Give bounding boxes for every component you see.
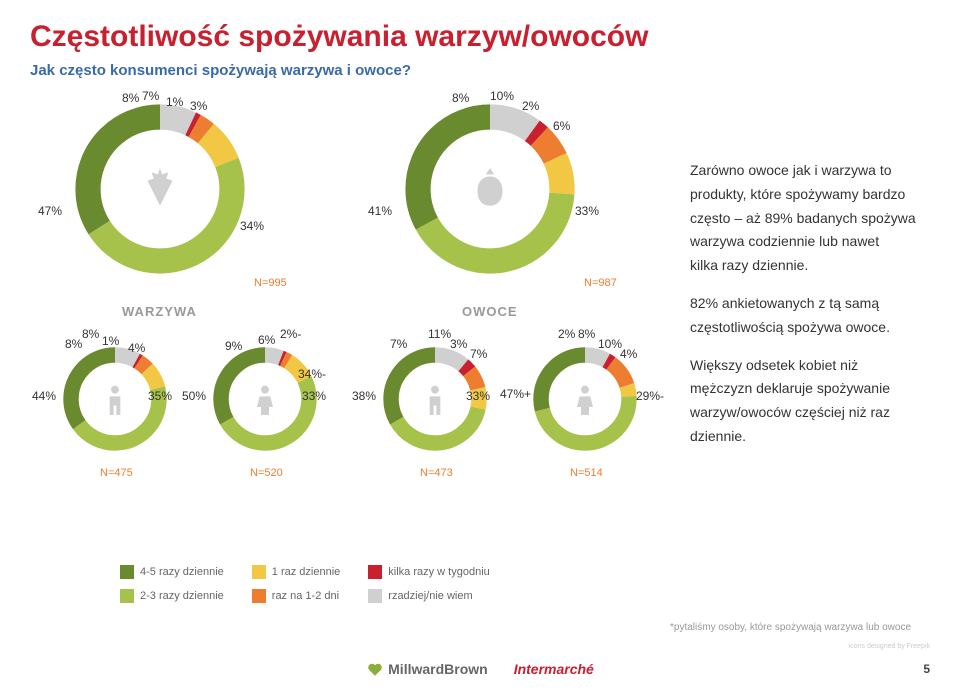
text: częstotliwością spożywa owoce. [690, 319, 890, 335]
legend-label: raz na 1-2 dni [272, 590, 339, 602]
callout: 7% [470, 347, 487, 361]
n-label: N=473 [420, 467, 453, 479]
legend-label: kilka razy w tygodniu [388, 566, 490, 578]
callout: 50% [182, 389, 206, 403]
callout: 9% [225, 339, 242, 353]
n-label: N=987 [584, 277, 617, 289]
callout: 2%- [280, 327, 301, 341]
female-icon [249, 383, 281, 415]
n-label: N=520 [250, 467, 283, 479]
callout: 1% [166, 95, 183, 109]
callout: 8% [122, 91, 139, 105]
section-label-warzywa: WARZYWA [122, 304, 197, 319]
female-icon [569, 383, 601, 415]
callout: 11% [428, 327, 451, 341]
callout: 7% [142, 89, 159, 103]
callout: 6% [258, 333, 275, 347]
callout: 3% [190, 99, 207, 113]
callout: 41% [368, 204, 392, 218]
callout: 34%- [298, 367, 326, 381]
carrot-icon [135, 164, 185, 214]
logos: MillwardBrown Intermarché [0, 660, 960, 678]
page-subtitle: Jak często konsumenci spożywają warzywa … [30, 62, 930, 79]
text: mężczyzn deklaruje spożywanie [690, 380, 890, 396]
page-title: Częstotliwość spożywania warzyw/owoców [30, 20, 930, 54]
text: warzywa codziennie lub nawet [690, 233, 879, 249]
callout: 38% [352, 389, 376, 403]
legend-swatch [252, 565, 266, 579]
male-icon [99, 383, 131, 415]
callout: 4% [620, 347, 637, 361]
callout: 8% [82, 327, 99, 341]
callout: 47% [38, 204, 62, 218]
callout: 33% [575, 204, 599, 218]
text: warzyw/owoców częściej niż raz [690, 404, 890, 420]
charts-area: 47% 34% 7% 1% 3% 8% WARZYWA N=995 41% 33… [30, 89, 670, 549]
callout: 2% [558, 327, 575, 341]
callout: 2% [522, 99, 539, 113]
callout: 44% [32, 389, 56, 403]
legend-label: rzadziej/nie wiem [388, 590, 472, 602]
callout: 34% [240, 219, 264, 233]
text: dziennie. [690, 428, 746, 444]
callout: 7% [390, 337, 407, 351]
heart-icon [366, 660, 384, 678]
legend-swatch [120, 589, 134, 603]
legend: 4-5 razy dziennie 2-3 razy dziennie 1 ra… [30, 565, 930, 603]
credit: Icons designed by Freepik [848, 643, 930, 650]
callout: 29%- [636, 389, 664, 403]
callout: 33% [466, 389, 490, 403]
logo-text: MillwardBrown [388, 661, 488, 677]
callout: 3% [450, 337, 467, 351]
callout: 35% [148, 389, 172, 403]
legend-label: 4-5 razy dziennie [140, 566, 224, 578]
callout: 10% [490, 89, 514, 103]
legend-label: 2-3 razy dziennie [140, 590, 224, 602]
callout: 47%+ [500, 387, 531, 401]
callout: 6% [553, 119, 570, 133]
text: 82% ankietowanych z tą samą [690, 295, 879, 311]
logo-millwardbrown: MillwardBrown [366, 660, 488, 678]
legend-swatch [252, 589, 266, 603]
callout: 10% [598, 337, 622, 351]
legend-swatch [368, 589, 382, 603]
page-number: 5 [923, 662, 930, 676]
callout: 8% [452, 91, 469, 105]
section-label-owoce: OWOCE [462, 304, 518, 319]
text: Większy odsetek kobiet niż [690, 357, 858, 373]
callout: 33% [302, 389, 326, 403]
male-icon [419, 383, 451, 415]
donut-warzywa [70, 99, 250, 279]
legend-label: 1 raz dziennie [272, 566, 341, 578]
apple-icon [465, 164, 515, 214]
right-text: Zarówno owoce jak i warzywa to produkty,… [670, 89, 930, 549]
callout: 8% [65, 337, 82, 351]
callout: 4% [128, 341, 145, 355]
n-label: N=475 [100, 467, 133, 479]
n-label: N=995 [254, 277, 287, 289]
text: często – aż 89% badanych spożywa [690, 210, 916, 226]
logo-intermarche: Intermarché [514, 661, 594, 677]
callout: 8% [578, 327, 595, 341]
text: produkty, które spożywamy bardzo [690, 186, 905, 202]
text: kilka razy dziennie. [690, 257, 808, 273]
legend-swatch [368, 565, 382, 579]
footnote: *pytaliśmy osoby, które spożywają warzyw… [670, 621, 930, 634]
legend-swatch [120, 565, 134, 579]
text: Zarówno owoce jak i warzywa to [690, 162, 892, 178]
callout: 1% [102, 334, 119, 348]
n-label: N=514 [570, 467, 603, 479]
